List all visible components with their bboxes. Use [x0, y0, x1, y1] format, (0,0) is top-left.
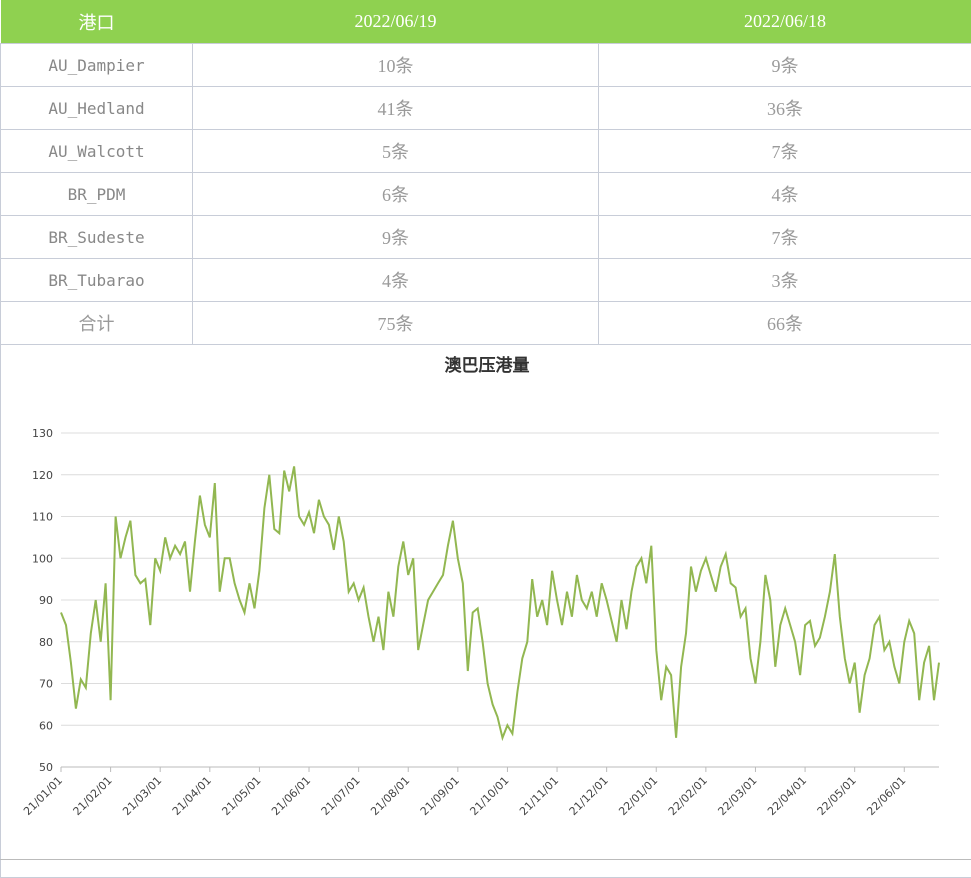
table-cell: 合计 [1, 302, 193, 345]
header-cell: 港口 [1, 0, 193, 44]
y-tick-label: 50 [39, 761, 53, 774]
y-tick-label: 70 [39, 678, 53, 691]
x-tick-label: 21/01/01 [21, 774, 65, 818]
table-cell: 4条 [193, 259, 599, 302]
y-tick-label: 110 [32, 511, 53, 524]
table-cell: 75条 [193, 302, 599, 345]
table-cell: BR_Tubarao [1, 259, 193, 302]
table-cell: BR_Sudeste [1, 216, 193, 259]
y-tick-label: 90 [39, 594, 53, 607]
table-cell: BR_PDM [1, 173, 193, 216]
x-tick-label: 22/06/01 [864, 774, 908, 818]
data-line [61, 466, 939, 737]
x-tick-label: 21/08/01 [368, 774, 412, 818]
y-tick-label: 60 [39, 719, 53, 732]
x-tick-label: 22/03/01 [715, 774, 759, 818]
x-tick-label: 21/05/01 [219, 774, 263, 818]
table-cell: 7条 [599, 216, 971, 259]
bottom-rule [0, 859, 971, 860]
y-tick-label: 80 [39, 636, 53, 649]
table-cell: 66条 [599, 302, 971, 345]
table-cell: 41条 [193, 87, 599, 130]
x-tick-label: 21/04/01 [170, 774, 214, 818]
table-cell: 10条 [193, 44, 599, 87]
x-tick-label: 21/02/01 [71, 774, 115, 818]
y-tick-label: 100 [32, 552, 53, 565]
x-tick-label: 22/01/01 [616, 774, 660, 818]
header-cell: 2022/06/18 [599, 0, 971, 44]
header-cell: 2022/06/19 [193, 0, 599, 44]
x-tick-label: 21/07/01 [319, 774, 363, 818]
x-tick-label: 21/12/01 [567, 774, 611, 818]
chart-title: 澳巴压港量 [445, 355, 530, 376]
x-tick-label: 22/05/01 [815, 774, 859, 818]
y-tick-label: 120 [32, 469, 53, 482]
x-tick-label: 21/03/01 [120, 774, 164, 818]
table-cell: 5条 [193, 130, 599, 173]
table-cell: AU_Walcott [1, 130, 193, 173]
table-cell: 7条 [599, 130, 971, 173]
table-cell: 36条 [599, 87, 971, 130]
x-tick-label: 21/11/01 [517, 774, 561, 818]
table-cell: 9条 [599, 44, 971, 87]
table-cell: AU_Hedland [1, 87, 193, 130]
table-cell: 6条 [193, 173, 599, 216]
x-tick-label: 22/02/01 [666, 774, 710, 818]
table-cell: 3条 [599, 259, 971, 302]
x-tick-label: 22/04/01 [765, 774, 809, 818]
table-cell: AU_Dampier [1, 44, 193, 87]
x-tick-label: 21/10/01 [467, 774, 511, 818]
table-cell: 9条 [193, 216, 599, 259]
y-tick-label: 130 [32, 427, 53, 440]
x-tick-label: 21/06/01 [269, 774, 313, 818]
x-tick-label: 21/09/01 [418, 774, 462, 818]
table-cell: 4条 [599, 173, 971, 216]
